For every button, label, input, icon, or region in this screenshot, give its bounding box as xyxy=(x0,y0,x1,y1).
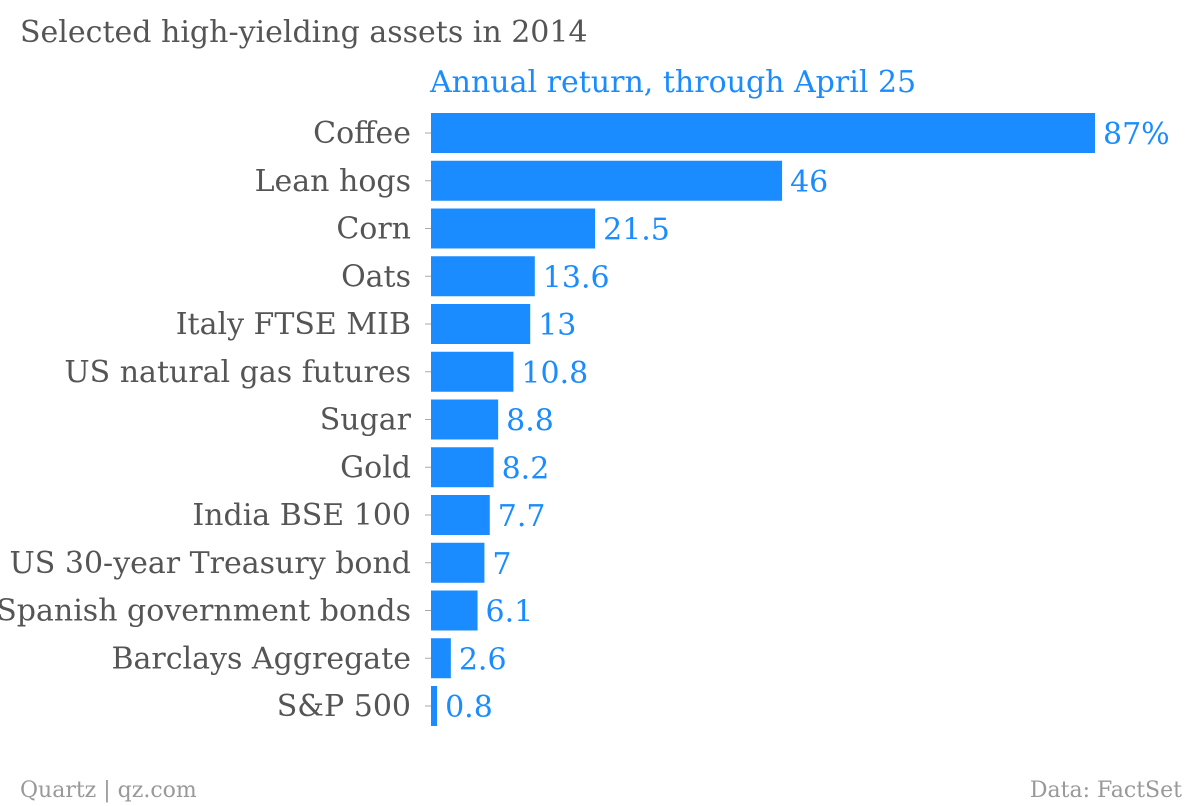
bar xyxy=(431,256,535,297)
category-label: Oats xyxy=(341,259,411,294)
value-label: 7 xyxy=(492,547,511,582)
value-label: 8.2 xyxy=(502,451,550,486)
value-label: 7.7 xyxy=(498,499,546,534)
bar xyxy=(431,686,438,726)
value-label: 13.6 xyxy=(543,260,610,295)
value-label: 6.1 xyxy=(486,595,534,630)
bar xyxy=(431,113,1095,153)
value-label: 2.6 xyxy=(459,642,507,677)
value-label: 0.8 xyxy=(445,690,493,725)
bar xyxy=(431,495,490,535)
bar xyxy=(431,208,596,249)
category-label: Lean hogs xyxy=(255,164,411,199)
bar xyxy=(431,304,531,344)
bar xyxy=(431,447,494,488)
value-label: 13 xyxy=(538,308,576,343)
value-label: 8.8 xyxy=(506,404,554,439)
chart-subtitle: Annual return, through April 25 xyxy=(429,65,916,100)
bar xyxy=(431,160,783,201)
category-label: Italy FTSE MIB xyxy=(176,307,411,342)
footer-source-left: Quartz | qz.com xyxy=(20,778,197,803)
category-label: Corn xyxy=(336,212,411,247)
category-label: Spanish government bonds xyxy=(0,594,411,629)
bar xyxy=(431,351,514,392)
category-label: S&P 500 xyxy=(277,689,411,724)
value-label: 46 xyxy=(790,165,828,200)
bar xyxy=(431,542,485,583)
bar xyxy=(431,590,478,631)
value-label: 21.5 xyxy=(603,213,670,248)
footer-source-right: Data: FactSet xyxy=(1030,778,1182,803)
bars-group: Coffee 87% Lean hogs 46 Corn 21.5 Oats 13.6 Ital… xyxy=(0,113,1170,726)
bar xyxy=(431,638,451,679)
category-label: Sugar xyxy=(320,403,412,438)
value-label: 87% xyxy=(1103,117,1170,152)
value-label: 10.8 xyxy=(521,356,588,391)
bar xyxy=(431,399,499,440)
category-label: India BSE 100 xyxy=(192,498,411,533)
category-label: US natural gas futures xyxy=(64,355,411,390)
category-label: Gold xyxy=(340,450,411,485)
category-label: Barclays Aggregate xyxy=(111,641,411,676)
category-label: Coffee xyxy=(313,116,411,151)
chart-title: Selected high-yielding assets in 2014 xyxy=(20,15,588,50)
category-label: US 30-year Treasury bond xyxy=(10,546,411,581)
